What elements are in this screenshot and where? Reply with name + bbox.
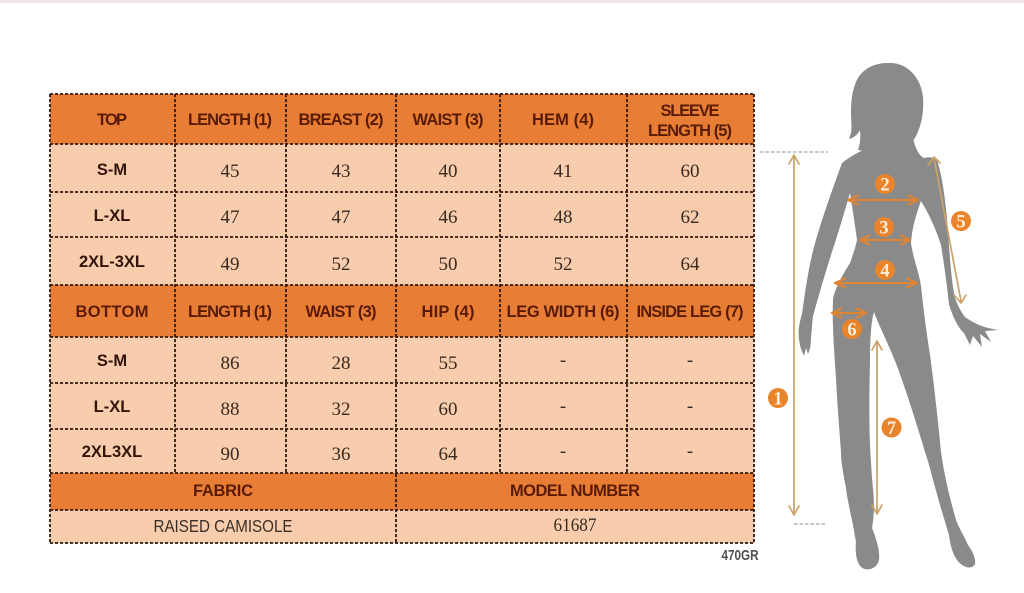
svg-text:RAISED CAMISOLE: RAISED CAMISOLE	[154, 516, 293, 536]
svg-text:46: 46	[439, 207, 458, 228]
svg-text:6: 6	[847, 321, 856, 341]
svg-text:-: -	[560, 396, 566, 417]
svg-text:41: 41	[554, 161, 573, 182]
svg-text:64: 64	[681, 254, 701, 275]
svg-text:LENGTH (1): LENGTH (1)	[188, 111, 272, 129]
svg-text:SLEEVE: SLEEVE	[661, 102, 720, 120]
svg-text:32: 32	[332, 399, 351, 420]
svg-text:BOTTOM: BOTTOM	[76, 303, 149, 321]
svg-text:1: 1	[773, 390, 782, 410]
svg-text:-: -	[687, 350, 693, 371]
svg-text:LENGTH (1): LENGTH (1)	[188, 303, 272, 321]
svg-text:-: -	[560, 441, 566, 462]
svg-text:MODEL NUMBER: MODEL NUMBER	[510, 482, 640, 500]
svg-text:88: 88	[221, 399, 240, 420]
svg-text:3: 3	[879, 219, 888, 239]
svg-text:BREAST (2): BREAST (2)	[299, 111, 384, 129]
svg-text:TOP: TOP	[97, 111, 127, 129]
svg-text:FABRIC: FABRIC	[193, 482, 253, 500]
svg-text:52: 52	[554, 254, 573, 275]
svg-text:L-XL: L-XL	[94, 207, 131, 225]
svg-text:2: 2	[880, 176, 889, 196]
svg-text:S-M: S-M	[97, 352, 127, 370]
svg-text:LEG WIDTH (6): LEG WIDTH (6)	[507, 303, 620, 321]
svg-text:28: 28	[332, 353, 351, 374]
svg-text:52: 52	[332, 254, 351, 275]
svg-text:2XL-3XL: 2XL-3XL	[79, 253, 145, 271]
svg-text:61687: 61687	[554, 515, 597, 536]
svg-text:43: 43	[332, 161, 351, 182]
svg-text:90: 90	[221, 444, 240, 465]
svg-text:470GR: 470GR	[722, 547, 759, 564]
svg-text:-: -	[687, 441, 693, 462]
svg-text:L-XL: L-XL	[94, 398, 131, 416]
svg-text:S-M: S-M	[97, 161, 127, 179]
svg-text:INSIDE LEG (7): INSIDE LEG (7)	[637, 303, 744, 321]
svg-text:HIP (4): HIP (4)	[422, 303, 475, 321]
svg-text:5: 5	[956, 213, 965, 233]
svg-text:48: 48	[554, 207, 573, 228]
svg-text:7: 7	[887, 419, 896, 439]
svg-text:60: 60	[439, 399, 458, 420]
svg-text:4: 4	[880, 262, 889, 282]
svg-text:62: 62	[681, 207, 700, 228]
svg-text:55: 55	[439, 353, 458, 374]
svg-text:47: 47	[332, 207, 351, 228]
svg-text:49: 49	[221, 254, 240, 275]
svg-text:WAIST (3): WAIST (3)	[306, 303, 377, 321]
svg-text:-: -	[560, 350, 566, 371]
svg-text:2XL3XL: 2XL3XL	[82, 443, 143, 461]
svg-text:WAIST (3): WAIST (3)	[413, 111, 484, 129]
svg-text:45: 45	[221, 161, 240, 182]
svg-text:47: 47	[221, 207, 240, 228]
svg-text:36: 36	[332, 444, 351, 465]
svg-text:LENGTH (5): LENGTH (5)	[648, 122, 732, 140]
svg-text:HEM (4): HEM (4)	[532, 111, 594, 129]
svg-text:40: 40	[439, 161, 458, 182]
svg-text:60: 60	[681, 161, 700, 182]
svg-text:-: -	[687, 396, 693, 417]
svg-text:64: 64	[439, 444, 459, 465]
svg-text:86: 86	[221, 353, 240, 374]
svg-text:50: 50	[439, 254, 458, 275]
